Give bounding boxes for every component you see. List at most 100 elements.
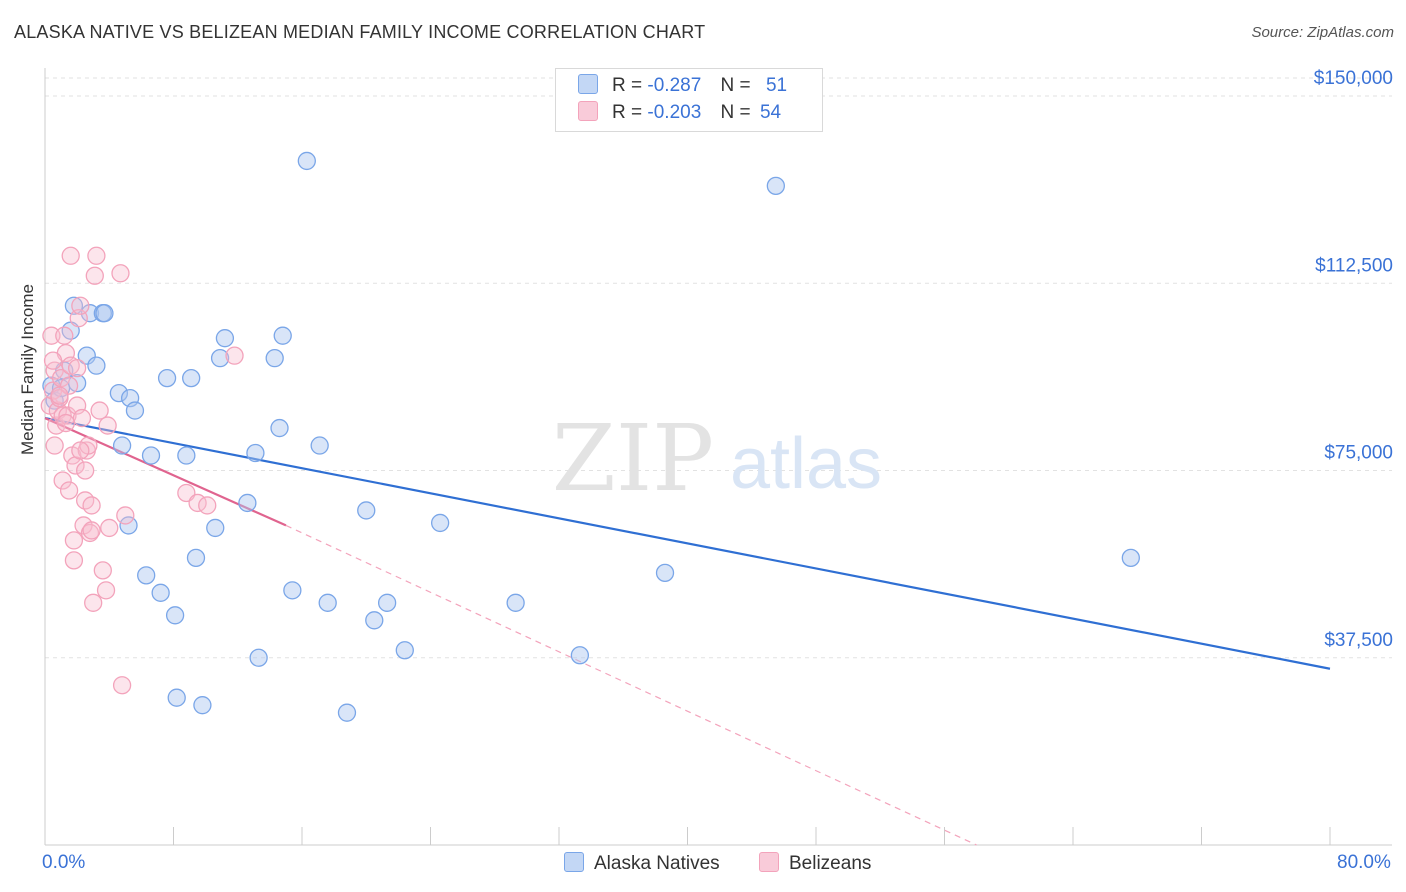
point-alaska-natives <box>238 493 257 513</box>
point-alaska-natives <box>119 516 138 535</box>
point-alaska-natives <box>430 513 450 533</box>
point-belizeans <box>198 496 217 515</box>
correlation-legend: R = -0.287 N = 51 R = -0.203 N = 54 <box>555 68 823 132</box>
point-alaska-natives <box>283 581 302 600</box>
point-belizeans <box>71 441 90 460</box>
point-alaska-natives <box>1121 548 1140 568</box>
bottom-legend-swatch-blue <box>564 852 584 872</box>
point-belizeans <box>71 296 90 315</box>
point-alaska-natives <box>80 304 100 323</box>
point-alaska-natives <box>206 518 225 538</box>
point-alaska-natives <box>506 593 525 612</box>
point-belizeans <box>96 581 116 600</box>
point-belizeans <box>225 346 244 365</box>
point-alaska-natives <box>270 418 289 438</box>
chart-title: ALASKA NATIVE VS BELIZEAN MEDIAN FAMILY … <box>14 22 706 42</box>
point-alaska-natives <box>265 348 284 368</box>
bottom-legend-swatch-pink <box>759 852 779 872</box>
x-tick-label-min: 0.0% <box>42 852 86 873</box>
point-belizeans <box>56 413 76 433</box>
legend-row-alaska-natives: R = -0.287 N = 51 <box>578 74 787 100</box>
point-belizeans <box>116 506 135 525</box>
point-alaska-natives <box>246 443 265 463</box>
point-alaska-natives <box>109 383 129 403</box>
point-alaska-natives <box>337 703 357 722</box>
legend-r-value: -0.287 <box>647 75 702 96</box>
point-belizeans <box>50 386 69 405</box>
point-alaska-natives <box>249 648 268 667</box>
point-alaska-natives <box>95 304 114 323</box>
point-belizeans <box>87 246 106 265</box>
y-tick-label: $75,000 <box>1324 443 1393 464</box>
point-belizeans <box>82 521 101 540</box>
point-belizeans <box>85 266 104 285</box>
point-belizeans <box>111 264 130 283</box>
legend-row-belizeans: R = -0.203 N = 54 <box>578 101 781 127</box>
trend-lines <box>44 416 1331 846</box>
y-tick-labels: $37,500 $75,000 $112,500 $150,000 <box>1314 68 1393 651</box>
bottom-legend-alaska-natives: Alaska Natives <box>564 852 720 875</box>
legend-swatch-blue <box>578 74 598 94</box>
x-tick-label-max: 80.0% <box>1337 852 1391 873</box>
legend-r-label: R = <box>612 102 643 123</box>
point-alaska-natives <box>112 436 132 455</box>
point-alaska-natives <box>125 401 145 420</box>
point-alaska-natives <box>167 688 186 707</box>
grid-lines <box>45 77 1392 659</box>
point-alaska-natives <box>215 329 235 348</box>
point-belizeans <box>67 358 87 378</box>
point-belizeans <box>45 436 64 455</box>
point-alaska-natives <box>210 348 230 368</box>
point-alaska-natives <box>395 641 414 660</box>
y-tick-label: $150,000 <box>1314 68 1393 89</box>
point-belizeans <box>100 518 119 538</box>
point-alaska-natives <box>273 326 292 345</box>
point-alaska-natives <box>365 611 384 630</box>
point-alaska-natives <box>570 646 590 665</box>
bottom-legend-belizeans: Belizeans <box>759 852 871 875</box>
point-alaska-natives <box>377 593 397 612</box>
watermark: ZIP atlas <box>552 405 882 512</box>
point-alaska-natives <box>318 593 337 612</box>
point-alaska-natives <box>141 446 161 465</box>
point-alaska-natives <box>177 446 196 465</box>
trend-line-belizeans-extrapolated <box>285 524 977 846</box>
point-belizeans <box>43 351 63 370</box>
point-belizeans <box>55 326 74 345</box>
point-belizeans <box>61 246 80 265</box>
point-alaska-natives <box>186 548 206 568</box>
point-alaska-natives <box>165 606 185 625</box>
point-belizeans <box>82 496 101 515</box>
legend-r-value: -0.203 <box>647 102 702 123</box>
bottom-legend-label: Alaska Natives <box>594 853 720 874</box>
axes <box>44 68 1392 846</box>
point-alaska-natives <box>193 696 212 715</box>
point-belizeans <box>84 593 103 612</box>
point-alaska-natives <box>151 583 170 602</box>
point-alaska-natives <box>137 566 156 585</box>
point-alaska-natives <box>357 501 376 520</box>
point-belizeans <box>72 408 92 428</box>
point-belizeans <box>93 561 112 580</box>
legend-n-label: N = <box>720 75 751 96</box>
source-credit: Source: ZipAtlas.com <box>1251 24 1394 41</box>
data-points <box>40 151 1140 722</box>
y-tick-label: $112,500 <box>1315 255 1393 276</box>
point-alaska-natives <box>182 368 201 388</box>
point-belizeans <box>59 481 79 500</box>
point-belizeans <box>64 551 84 570</box>
point-alaska-natives <box>157 368 177 388</box>
watermark-atlas: atlas <box>730 424 882 504</box>
point-alaska-natives <box>655 563 675 583</box>
point-belizeans <box>53 471 72 490</box>
legend-r-label: R = <box>612 75 643 96</box>
legend-swatch-pink <box>578 101 598 121</box>
legend-n-label: N = <box>720 102 751 123</box>
point-alaska-natives <box>297 151 316 171</box>
legend-n-value: 54 <box>759 102 782 123</box>
point-belizeans <box>64 531 84 550</box>
point-belizeans <box>112 676 132 695</box>
y-tick-label: $37,500 <box>1324 630 1393 651</box>
trend-line-belizeans <box>44 417 287 527</box>
